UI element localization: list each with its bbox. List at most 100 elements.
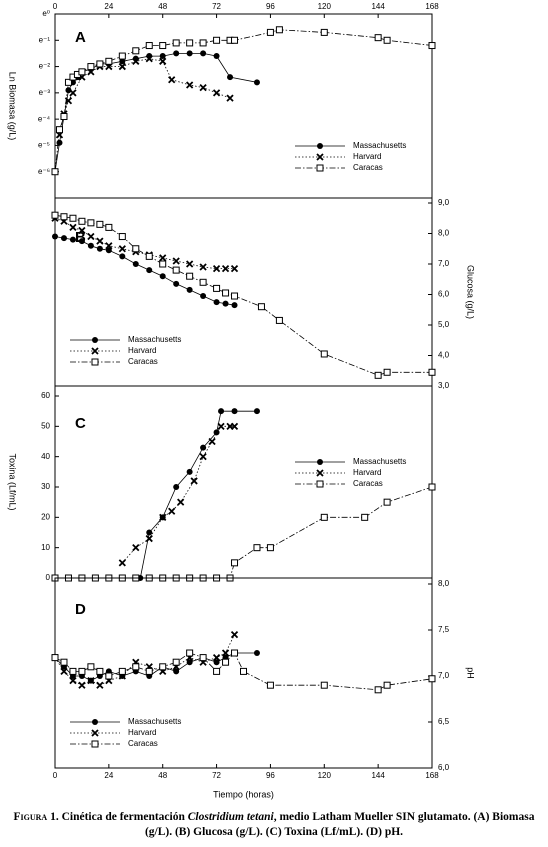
data-point [119,253,126,260]
y-tick-label: e⁻⁵ [38,141,50,150]
y-tick-label: 7,0 [438,671,450,680]
legend-label: Harvard [128,728,156,737]
y-tick-label: 10 [41,543,50,552]
data-point [87,676,95,685]
data-point [105,57,113,65]
x-tick-label: 24 [104,2,113,11]
data-point [168,507,176,515]
y-tick-label: e⁻⁴ [38,114,51,123]
data-point [320,513,328,521]
data-point [213,36,221,44]
data-point [383,368,391,376]
series-line [122,425,235,564]
legend-marker [316,469,324,477]
data-point [60,658,68,666]
data-point [231,292,239,300]
data-point [145,42,153,50]
data-point [217,422,225,430]
data-point [199,453,207,461]
data-point [105,242,113,250]
data-point [253,408,260,415]
data-point [275,26,283,34]
data-point [96,667,104,675]
y-tick-label: 6,5 [438,717,450,726]
data-point [60,235,67,242]
data-point [230,630,239,639]
series-line [139,410,257,579]
data-point [186,272,194,280]
data-point [428,368,436,376]
x-tick-label: 72 [212,2,221,11]
data-point [51,211,59,219]
data-point [145,252,153,260]
data-point [118,559,126,567]
series-line [54,29,433,172]
data-point [186,468,193,475]
y-tick-label: 60 [41,391,50,400]
data-point [208,437,216,446]
data-point [145,667,153,675]
x-tick-label: 48 [158,771,167,780]
data-point [222,658,230,666]
data-point [132,544,140,552]
data-point [78,217,86,225]
x-tick-label: 96 [266,771,275,780]
y-tick-label: 6,0 [438,763,450,772]
y-tick-label: 8,0 [438,229,450,238]
x-tick-label: 120 [318,2,332,11]
data-point [173,280,180,287]
data-point [212,89,221,97]
data-point [199,39,207,47]
data-point [173,668,180,675]
x-tick-label: 0 [53,2,58,11]
data-point [172,257,180,265]
caption-label: Figura 1. [13,811,59,823]
data-point [212,653,221,662]
data-point [221,649,230,657]
data-point [96,681,104,689]
legend-label: Caracas [353,163,383,172]
data-point [231,302,238,309]
data-point [159,663,167,671]
data-point [186,81,194,89]
data-point [200,444,207,451]
data-point [159,57,167,65]
data-point [78,238,85,245]
data-point [173,484,180,490]
data-point [119,58,126,65]
data-point [266,28,274,36]
data-point [257,303,265,311]
legend-marker [92,337,98,343]
data-point [172,658,180,666]
data-point [146,529,153,536]
data-point [60,113,68,121]
data-point [69,89,77,97]
x-axis-title: Tiempo (horas) [213,789,274,799]
data-point [87,219,95,227]
legend-label: Massachusetts [353,457,406,466]
data-point [213,659,220,666]
data-point [69,236,76,243]
data-point [78,667,86,675]
data-point [172,39,180,47]
data-point [159,53,166,60]
data-point [221,264,230,273]
data-point [383,36,391,44]
data-point [51,654,59,662]
y-tick-label: e⁻² [39,62,51,71]
y-tick-label: 6,0 [438,290,450,299]
data-point [118,52,126,60]
data-point [69,223,77,232]
data-point [186,286,193,293]
x-tick-label: 24 [104,771,113,780]
y-axis-title: Ln Biomasa (g/L) [8,72,18,141]
y-tick-label: 8,0 [438,579,450,588]
data-point [428,42,436,50]
legend-label: Massachusetts [128,717,181,726]
data-point [199,263,207,271]
legend-marker [316,153,324,161]
data-point [132,261,139,267]
data-point [213,284,221,292]
data-point [132,245,140,253]
data-point [227,74,234,81]
